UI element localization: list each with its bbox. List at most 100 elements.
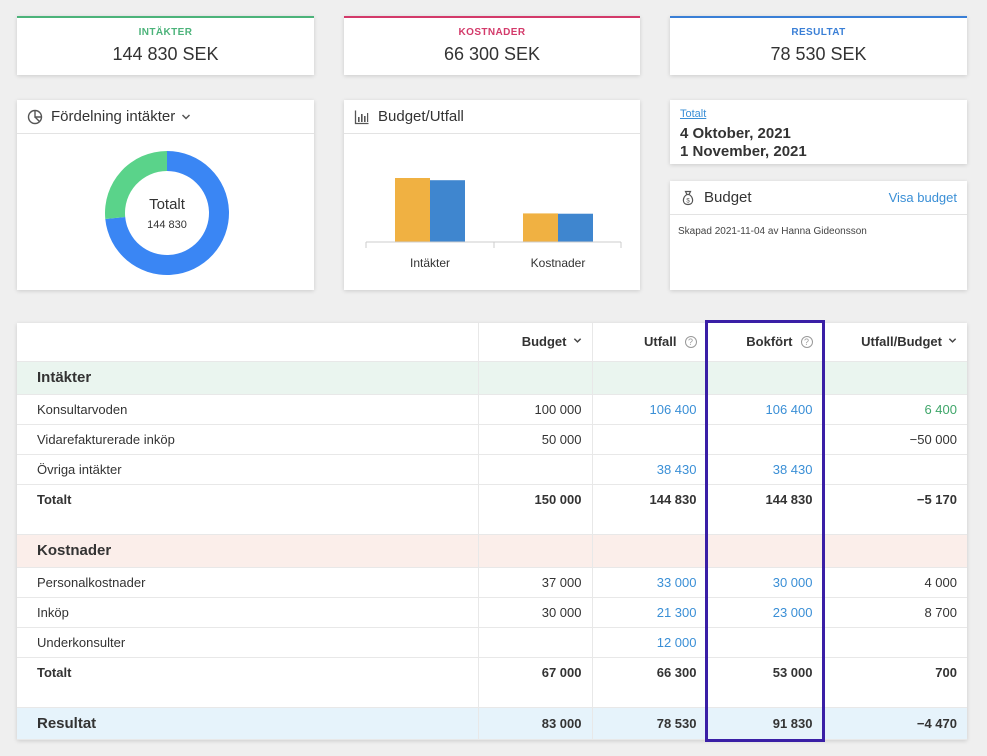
donut-segment-0[interactable]	[105, 151, 230, 275]
cell-budget	[477, 454, 592, 485]
donut-center-label: Totalt	[149, 196, 186, 213]
donut-center-value: 144 830	[147, 219, 187, 231]
pie-chart-icon	[27, 109, 43, 124]
show-budget-link[interactable]: Visa budget	[888, 190, 957, 205]
header-budget[interactable]: Budget	[477, 323, 592, 362]
section-costs-title: Kostnader	[17, 534, 478, 568]
cell-utfall-link[interactable]: 106 400	[591, 394, 707, 425]
row-label: Vidarefakturerade inköp	[17, 424, 478, 455]
cell-diff: −50 000	[822, 424, 967, 455]
cell-utfall: 144 830	[591, 484, 707, 535]
row-label: Underkonsulter	[17, 627, 478, 658]
period-from: 4 Oktober, 2021	[680, 125, 791, 142]
cell-utfall-link[interactable]: 33 000	[591, 567, 707, 598]
kpi-costs-value: 66 300 SEK	[443, 44, 541, 64]
section-income-title: Intäkter	[17, 361, 478, 395]
chevron-down-icon	[573, 338, 581, 344]
kpi-income-value: 144 830 SEK	[112, 44, 219, 64]
cell-bokfort-link[interactable]: 30 000	[706, 567, 823, 598]
row-label: Konsultarvoden	[17, 394, 478, 425]
cell-utfall-link[interactable]: 38 430	[591, 454, 707, 485]
cell-utfall-link[interactable]: 21 300	[591, 597, 707, 628]
income-distribution-header[interactable]: Fördelning intäkter	[17, 100, 314, 134]
bar-1-0[interactable]	[523, 213, 558, 242]
cell-budget: 100 000	[477, 394, 592, 425]
cell-diff: 8 700	[822, 597, 967, 628]
cell-budget: 67 000	[477, 657, 592, 708]
header-bokfort: Bokfört?	[706, 323, 823, 362]
cell-diff: −5 170	[822, 484, 967, 535]
income-distribution-title: Fördelning intäkter	[51, 108, 176, 125]
budget-outcome-header: Budget/Utfall	[344, 100, 640, 134]
cell-utfall-link[interactable]	[591, 424, 707, 455]
cell-bokfort: 91 830	[706, 707, 823, 740]
budget-outcome-panel: Budget/Utfall Intäkter Kostnader	[344, 100, 640, 290]
cell-utfall: 66 300	[591, 657, 707, 708]
bar-0-1[interactable]	[430, 180, 465, 242]
section-income-header: Intäkter	[17, 361, 967, 395]
budget-outcome-chart: Intäkter Kostnader	[365, 178, 622, 270]
help-icon[interactable]: ?	[684, 336, 697, 349]
kpi-income-card: INTÄKTER 144 830 SEK	[17, 16, 314, 75]
row-label: Totalt	[17, 657, 478, 708]
cell-diff: 700	[822, 657, 967, 708]
kpi-result-label: RESULTAT	[791, 27, 846, 38]
header-utfall-label: Utfall	[644, 334, 677, 350]
cell-bokfort: 144 830	[706, 484, 823, 535]
period-card: Totalt 4 Oktober, 2021 1 November, 2021	[670, 100, 967, 164]
table-row: Övriga intäkter 38 430 38 430	[17, 454, 967, 485]
header-utfall: Utfall?	[591, 323, 707, 362]
row-label: Totalt	[17, 484, 478, 535]
bar-chart-icon	[354, 110, 369, 124]
kpi-costs-card: KOSTNADER 66 300 SEK	[344, 16, 640, 75]
cell-budget: 30 000	[477, 597, 592, 628]
kpi-income-label: INTÄKTER	[138, 27, 193, 38]
chevron-down-icon	[948, 338, 957, 344]
table-row: Underkonsulter 12 000	[17, 627, 967, 658]
category-label: Intäkter	[410, 256, 450, 270]
row-label: Resultat	[17, 707, 478, 740]
budget-table: Budget Utfall? Bokfört? Utfall/Budget In…	[17, 323, 967, 740]
budget-outcome-title: Budget/Utfall	[378, 108, 464, 125]
section-costs-header: Kostnader	[17, 534, 967, 568]
cell-bokfort-link[interactable]: 106 400	[706, 394, 823, 425]
budget-card-header: $ Budget Visa budget	[670, 181, 967, 215]
budget-created-text: Skapad 2021-11-04 av Hanna Gideonsson	[678, 226, 867, 237]
budget-card-title: Budget	[704, 189, 752, 206]
header-ratio-label: Utfall/Budget	[861, 334, 942, 350]
table-row: Konsultarvoden 100 000 106 400 106 400 6…	[17, 394, 967, 425]
table-header-row: Budget Utfall? Bokfört? Utfall/Budget	[17, 323, 967, 362]
cell-diff: 4 000	[822, 567, 967, 598]
cell-budget: 150 000	[477, 484, 592, 535]
money-bag-icon: $	[682, 190, 694, 205]
cell-diff	[822, 454, 967, 485]
cell-diff: 6 400	[822, 394, 967, 425]
cell-budget: 83 000	[477, 707, 592, 740]
category-label: Kostnader	[531, 256, 586, 270]
header-ratio[interactable]: Utfall/Budget	[822, 323, 967, 362]
income-donut-chart: Totalt 144 830	[105, 151, 230, 275]
cell-bokfort-link[interactable]	[706, 424, 823, 455]
kpi-result-value: 78 530 SEK	[770, 44, 867, 64]
bar-0-0[interactable]	[395, 178, 430, 242]
period-to: 1 November, 2021	[680, 143, 807, 160]
kpi-result-card: RESULTAT 78 530 SEK	[670, 16, 967, 75]
table-row: Inköp 30 000 21 300 23 000 8 700	[17, 597, 967, 628]
income-distribution-panel: Fördelning intäkter Totalt 144 830	[17, 100, 314, 290]
cell-bokfort: 53 000	[706, 657, 823, 708]
cell-diff: −4 470	[822, 707, 967, 740]
row-label: Övriga intäkter	[17, 454, 478, 485]
table-row: Personalkostnader 37 000 33 000 30 000 4…	[17, 567, 967, 598]
donut-segment-1[interactable]	[105, 151, 167, 219]
result-row: Resultat 83 000 78 530 91 830 −4 470	[17, 707, 967, 740]
costs-total-row: Totalt 67 000 66 300 53 000 700	[17, 657, 967, 708]
bar-1-1[interactable]	[558, 213, 593, 242]
cell-bokfort-link[interactable]: 38 430	[706, 454, 823, 485]
help-icon[interactable]: ?	[800, 336, 813, 349]
cell-utfall-link[interactable]: 12 000	[591, 627, 707, 658]
cell-bokfort-link[interactable]	[706, 627, 823, 658]
period-total-link[interactable]: Totalt	[680, 108, 707, 120]
cell-budget	[477, 627, 592, 658]
cell-bokfort-link[interactable]: 23 000	[706, 597, 823, 628]
header-bokfort-label: Bokfört	[746, 334, 793, 350]
